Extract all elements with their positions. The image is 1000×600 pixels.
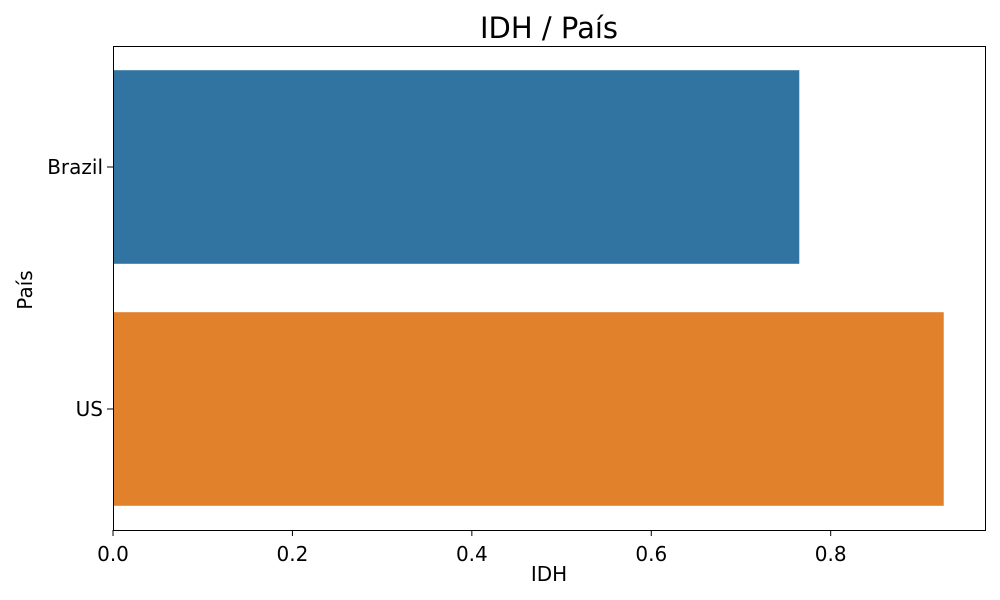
x-tick-label: 0.8 <box>815 542 847 566</box>
y-tick-label: US <box>76 397 103 421</box>
y-axis-label: País <box>13 270 37 309</box>
bar-us <box>113 312 944 506</box>
x-tick-label: 0.0 <box>97 542 129 566</box>
bar-brazil <box>113 70 800 264</box>
y-tick-label: Brazil <box>47 155 103 179</box>
plot-frame <box>113 46 986 531</box>
x-tick-label: 0.6 <box>635 542 667 566</box>
x-axis: 0.0 0.2 0.4 0.6 0.8 <box>97 530 847 566</box>
x-axis-label: IDH <box>531 562 567 586</box>
bars-layer <box>113 70 944 506</box>
x-tick-label: 0.2 <box>277 542 309 566</box>
chart-title: IDH / País <box>480 11 618 45</box>
y-axis: Brazil US <box>47 155 113 421</box>
x-tick-label: 0.4 <box>456 542 488 566</box>
